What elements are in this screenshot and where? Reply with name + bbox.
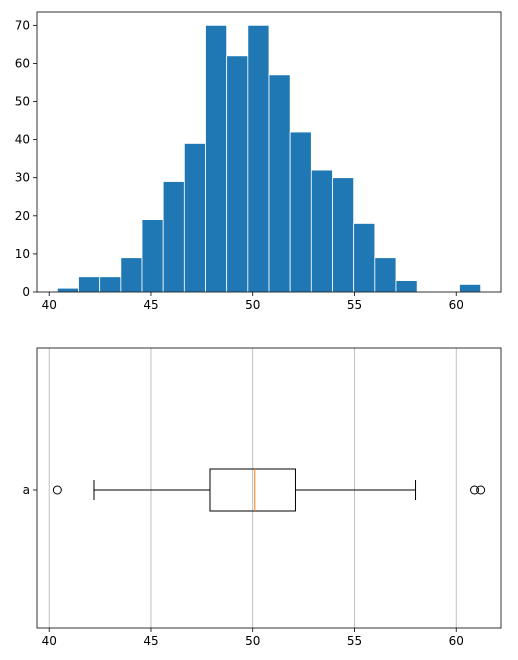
boxplot-axes-frame	[36, 347, 502, 629]
boxplot-x-tick-label: 60	[449, 634, 464, 648]
histogram-x-tick-label: 60	[449, 298, 464, 312]
histogram-bar	[205, 24, 228, 293]
histogram-y-tick-label: 0	[22, 285, 30, 299]
histogram-bar	[56, 287, 79, 293]
boxplot-gridlines	[48, 348, 457, 628]
histogram-bar	[289, 131, 312, 293]
histogram-y-tick-label: 30	[15, 171, 30, 185]
boxplot-box	[209, 468, 296, 512]
histogram-bar	[374, 257, 397, 293]
boxplot-category-label: a	[23, 483, 30, 497]
histogram-bar	[99, 276, 122, 293]
histogram-bar	[247, 24, 270, 293]
boxplot-x-tick-label: 50	[245, 634, 260, 648]
histogram-y-tick-label: 40	[15, 133, 30, 147]
boxplot-x-tick-label: 45	[143, 634, 158, 648]
boxplot-box-group	[52, 468, 486, 512]
histogram-x-tick-label: 40	[42, 298, 57, 312]
histogram-x-axis: 40 45 50 55 60	[42, 292, 464, 312]
histogram-bar	[353, 223, 376, 293]
boxplot-outlier	[52, 485, 62, 495]
boxplot-x-tick-label: 55	[347, 634, 362, 648]
histogram-x-tick-label: 45	[143, 298, 158, 312]
boxplot-x-tick-label: 40	[42, 634, 57, 648]
histogram-bar	[162, 181, 185, 293]
boxplot-outlier	[470, 485, 480, 495]
histogram-bar	[310, 169, 333, 293]
histogram-bar	[120, 257, 143, 293]
histogram-bar	[141, 219, 164, 293]
boxplot-y-axis: a	[23, 483, 37, 497]
boxplot-x-axis: 40 45 50 55 60	[42, 628, 464, 648]
histogram-bar	[226, 55, 249, 293]
histogram-bar	[78, 276, 101, 293]
histogram-bar	[183, 143, 206, 293]
histogram-y-axis: 0 10 20 30 40 50 60 70	[15, 18, 37, 299]
histogram-bar	[459, 283, 482, 293]
histogram-bars	[56, 24, 482, 293]
histogram-y-tick-label: 50	[15, 95, 30, 109]
histogram-axes-frame	[36, 11, 502, 293]
histogram-x-tick-label: 55	[347, 298, 362, 312]
histogram-y-tick-label: 20	[15, 209, 30, 223]
histogram-bar	[332, 177, 355, 293]
boxplot-outlier	[476, 485, 486, 495]
histogram-bar	[268, 74, 291, 293]
histogram-y-tick-label: 10	[15, 247, 30, 261]
histogram-chart: 40 45 50 55 60 0 10 20 30 40 50 60 70	[15, 11, 502, 312]
histogram-bar	[395, 280, 418, 293]
histogram-y-tick-label: 70	[15, 18, 30, 32]
histogram-x-tick-label: 50	[245, 298, 260, 312]
histogram-y-tick-label: 60	[15, 56, 30, 70]
boxplot-chart: 40 45 50 55 60 a	[23, 347, 502, 648]
